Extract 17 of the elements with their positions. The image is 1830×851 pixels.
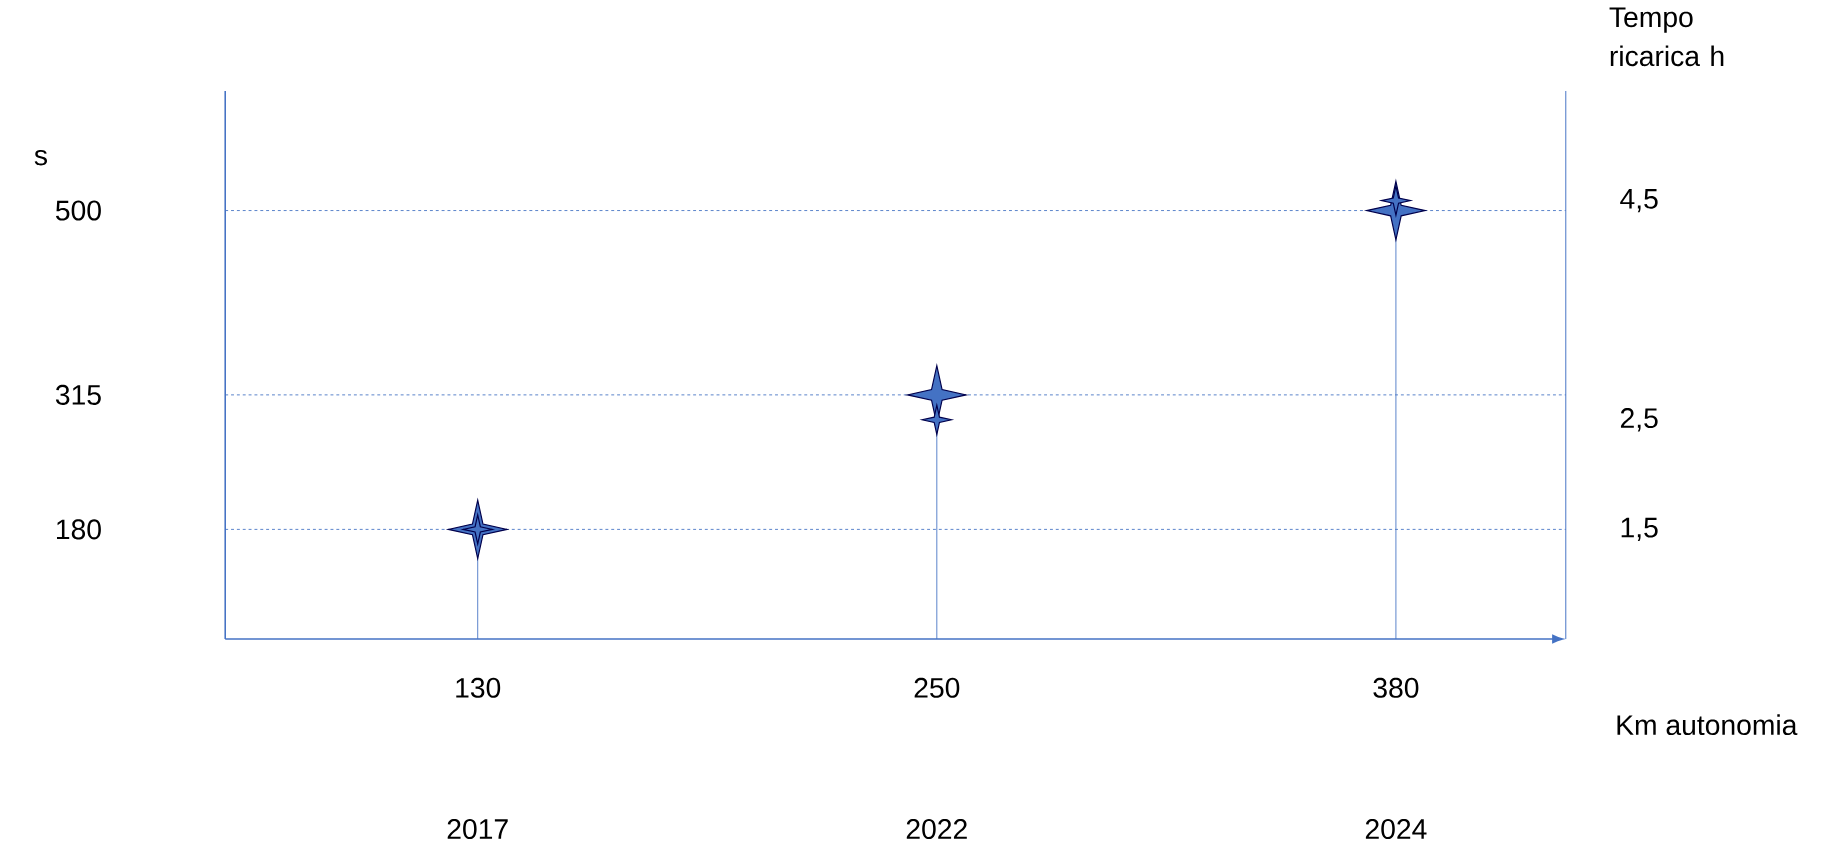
y-tick-label: 500	[55, 200, 101, 221]
x-tick-label: 380	[1373, 677, 1419, 698]
text: 2024	[1365, 818, 1427, 839]
y-tick-label: 315	[55, 384, 101, 405]
y2-tick-label: 1,5	[1621, 517, 1658, 541]
y-tick-label: 180	[57, 519, 101, 540]
x-axis-title: Km autonomia	[1617, 714, 1798, 735]
y-axis-title: s	[34, 149, 47, 166]
y2-tick-label: 2,5	[1620, 407, 1658, 432]
text: 2017	[447, 818, 508, 839]
text: 2022	[906, 818, 967, 839]
y2-axis-title: Tempo ricarica h	[1609, 7, 1724, 67]
x-tick-label: 130	[456, 677, 501, 698]
x-tick-label: 250	[914, 677, 960, 698]
point	[919, 402, 954, 437]
y2-tick-label: 4,5	[1620, 188, 1658, 212]
point	[460, 512, 495, 547]
